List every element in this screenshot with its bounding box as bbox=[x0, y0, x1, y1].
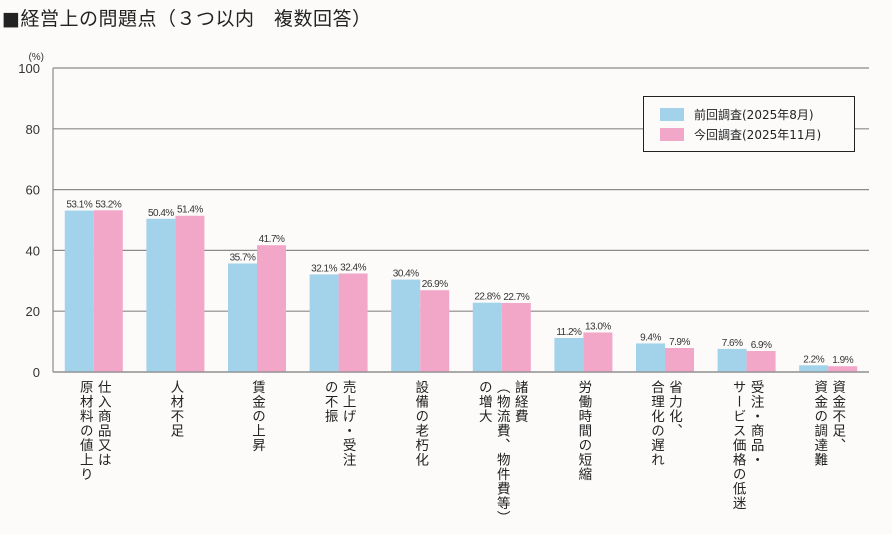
bars bbox=[64, 210, 858, 372]
bar-previous bbox=[717, 348, 747, 372]
data-label: 7.9% bbox=[669, 337, 690, 348]
category-label-line: 省力化、 bbox=[666, 380, 682, 438]
data-label: 53.2% bbox=[95, 199, 121, 210]
data-label: 9.4% bbox=[640, 332, 661, 343]
data-label: 30.4% bbox=[393, 269, 419, 280]
bar-current bbox=[665, 347, 694, 372]
bar-previous bbox=[636, 343, 665, 372]
bar-current bbox=[583, 332, 613, 372]
bar-current bbox=[746, 351, 776, 372]
legend-label-current: 今回調査(2025年11月) bbox=[694, 127, 822, 142]
category-label-line: 受注・商品・ bbox=[747, 380, 764, 467]
data-label: 13.0% bbox=[585, 321, 611, 332]
data-label: 26.9% bbox=[422, 279, 448, 290]
data-label: 50.4% bbox=[148, 208, 174, 219]
data-labels: 53.1% 53.2% 50.4% 51.4% 35.7%41.7% 32.1% 32.4%… bbox=[53, 199, 869, 373]
category-label-line: の不振 bbox=[321, 380, 338, 424]
category-label-line: の増大 bbox=[475, 380, 492, 424]
category-label-line: （物流費、物件費等） bbox=[493, 380, 510, 525]
data-label: 6.9% bbox=[751, 340, 772, 351]
legend-label-previous: 前回調査(2025年8月) bbox=[694, 107, 814, 122]
legend-item-current: 今回調査(2025年11月) bbox=[660, 125, 821, 143]
category-label-line: 賃金の上昇 bbox=[249, 380, 265, 453]
category-label-line: 人材不足 bbox=[167, 380, 184, 438]
category-label: 諸経費 （物流費、物件費等） の増大 bbox=[475, 380, 529, 525]
bar-current bbox=[338, 273, 368, 372]
legend-swatch-current bbox=[660, 127, 684, 141]
data-label: 32.4% bbox=[340, 263, 366, 274]
bar-previous bbox=[554, 337, 584, 372]
category-label: 賃金の上昇 bbox=[248, 380, 266, 453]
bar-previous bbox=[228, 263, 257, 372]
legend-swatch-previous bbox=[660, 107, 684, 121]
category-label-line: 諸経費 bbox=[511, 380, 528, 424]
bar-previous bbox=[146, 218, 176, 372]
bar-previous bbox=[799, 365, 829, 372]
category-label: 仕入商品又は 原材料の値上り bbox=[76, 380, 112, 482]
category-label: 受注・商品・ サービス価格の低迷 bbox=[729, 380, 765, 511]
category-label-line: 原材料の値上り bbox=[76, 380, 93, 482]
data-label: 22.7% bbox=[503, 292, 529, 303]
data-label: 51.4% bbox=[177, 205, 203, 216]
y-tick-label: 100 bbox=[18, 61, 40, 76]
category-label: 資金不足、 資金の調達難 bbox=[810, 380, 846, 467]
y-tick-label: 20 bbox=[26, 304, 40, 319]
y-tick-label: 0 bbox=[33, 365, 40, 380]
bar-previous bbox=[309, 274, 339, 372]
category-label-line: 設備の老朽化 bbox=[412, 380, 429, 467]
legend: 前回調査(2025年8月) 今回調査(2025年11月) bbox=[643, 96, 855, 152]
data-label: 22.8% bbox=[474, 292, 500, 303]
data-label: 41.7% bbox=[259, 234, 285, 245]
category-label-line: サービス価格の低迷 bbox=[729, 380, 746, 511]
bar-current bbox=[501, 302, 531, 372]
bar-previous bbox=[64, 210, 94, 372]
data-label: 32.1% bbox=[311, 263, 337, 274]
y-tick-label: 80 bbox=[26, 122, 40, 137]
category-label: 設備の老朽化 bbox=[411, 380, 429, 467]
bar-previous bbox=[391, 279, 421, 372]
bar-current bbox=[420, 290, 450, 372]
y-tick-label: 40 bbox=[26, 243, 40, 258]
data-label: 1.9% bbox=[832, 355, 853, 366]
category-label-line: 売上げ・受注 bbox=[339, 380, 356, 467]
category-label-line: 合理化の遅れ bbox=[648, 380, 664, 467]
data-label: 7.6% bbox=[722, 338, 743, 349]
category-label-line: 資金の調達難 bbox=[811, 380, 828, 467]
y-axis-unit: (%) bbox=[28, 52, 44, 63]
data-label: 2.2% bbox=[803, 354, 824, 365]
category-label-line: 資金不足、 bbox=[829, 380, 846, 453]
legend-item-previous: 前回調査(2025年8月) bbox=[660, 105, 814, 123]
data-label: 11.2% bbox=[556, 327, 582, 338]
data-label: 53.1% bbox=[66, 200, 92, 211]
y-axis: 0 20 40 60 80 100(%) bbox=[18, 52, 54, 380]
y-tick-label: 60 bbox=[26, 183, 40, 198]
category-label-line: 仕入商品又は bbox=[94, 380, 111, 467]
category-label: 省力化、 合理化の遅れ bbox=[647, 380, 683, 467]
bar-current bbox=[175, 215, 205, 372]
category-label: 人材不足 bbox=[166, 380, 184, 438]
bar-previous bbox=[472, 302, 502, 372]
bar-current bbox=[828, 366, 858, 372]
category-label-line: 労働時間の短縮 bbox=[575, 380, 592, 482]
bar-current bbox=[257, 245, 286, 372]
bar-current bbox=[93, 210, 123, 372]
category-label: 労働時間の短縮 bbox=[574, 380, 592, 482]
chart-title: ■経営上の問題点（３つ以内 複数回答） bbox=[2, 8, 372, 30]
data-label: 35.7% bbox=[230, 252, 256, 263]
category-label: 売上げ・受注 の不振 bbox=[321, 380, 357, 467]
